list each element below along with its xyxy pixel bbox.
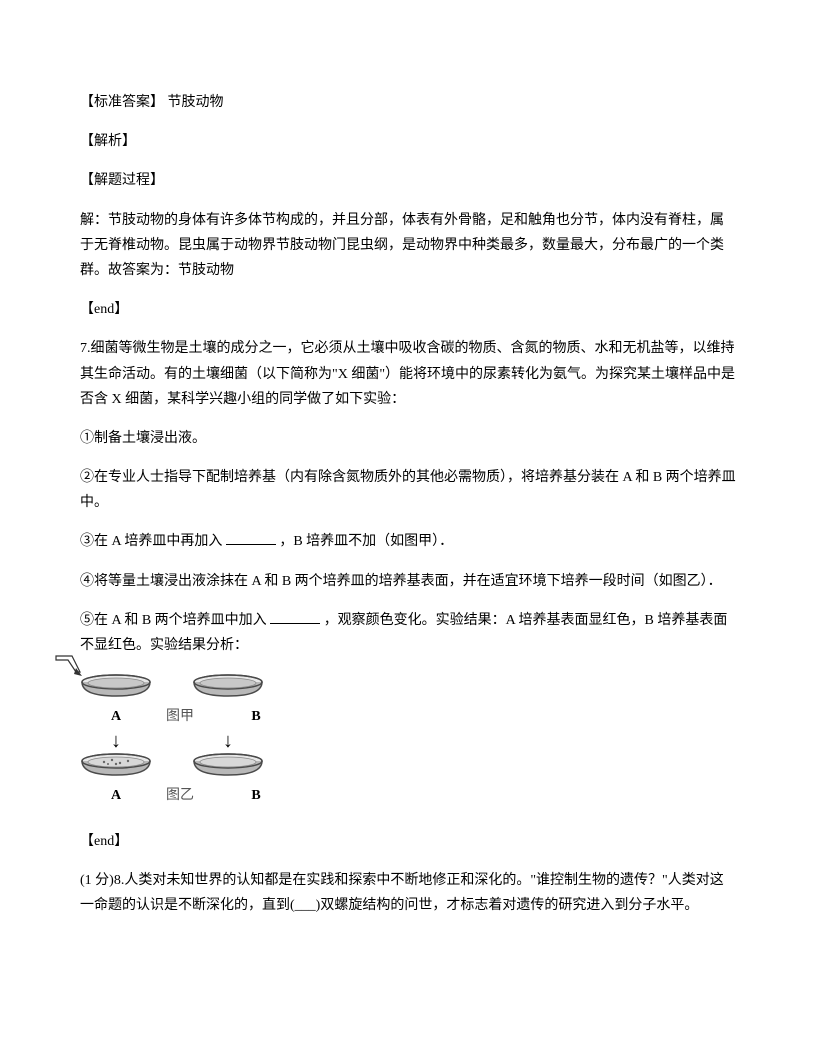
dish-a-top: [80, 674, 152, 698]
dish-a-label2: A: [80, 783, 152, 808]
q7-step2: ②在专业人士指导下配制培养基（内有除含氮物质外的其他必需物质），将培养基分装在 …: [80, 465, 736, 515]
answer-label: 【标准答案】: [80, 95, 164, 110]
q8-text: (1 分)8.人类对未知世界的认知都是在实践和探索中不断地修正和深化的。"谁控制…: [80, 868, 736, 918]
q7-intro: 7.细菌等微生物是土壤的成分之一，它必须从土壤中吸收含碳的物质、含氮的物质、水和…: [80, 336, 736, 412]
q8-text-b: )双螺旋结构的问世，才标志着对遗传的研究进入到分子水平。: [316, 898, 699, 913]
dish-b-top: [192, 674, 264, 698]
q7-step5-a: ⑤在 A 和 B 两个培养皿中加入: [80, 613, 270, 628]
figure-label-row2: A 图乙 B: [80, 783, 320, 808]
figure-row-bottom: [80, 753, 320, 777]
q7-step3-a: ③在 A 培养皿中再加入: [80, 534, 226, 549]
blank-input: [226, 531, 276, 545]
dish-a-bottom: [80, 753, 152, 777]
process-text: 解：节肢动物的身体有许多体节构成的，并且分部，体表有外骨骼，足和触角也分节，体内…: [80, 208, 736, 284]
dish-a-label: A: [80, 704, 152, 729]
process-heading: 【解题过程】: [80, 168, 736, 193]
q7-step5: ⑤在 A 和 B 两个培养皿中加入 ，观察颜色变化。实验结果：A 培养基表面显红…: [80, 608, 736, 658]
figure-caption-2: 图乙: [166, 783, 194, 808]
q7-step4: ④将等量土壤浸出液涂抹在 A 和 B 两个培养皿的培养基表面，并在适宜环境下培养…: [80, 569, 736, 594]
figure-arrow-row: ↓ ↓: [80, 731, 320, 751]
q7-step3-b: ，B 培养皿不加（如图甲）．: [276, 534, 453, 549]
arrow-down-icon: ↓: [80, 731, 152, 751]
analysis-heading: 【解析】: [80, 129, 736, 154]
end-marker: 【end】: [80, 297, 736, 322]
q7-step3: ③在 A 培养皿中再加入 ，B 培养皿不加（如图甲）．: [80, 529, 736, 554]
blank-input: [270, 610, 320, 624]
dish-b-bottom: [192, 753, 264, 777]
dish-b-label: B: [220, 704, 292, 729]
standard-answer: 【标准答案】 节肢动物: [80, 90, 736, 115]
q7-step1: ①制备土壤浸出液。: [80, 426, 736, 451]
pour-arrow-icon: [54, 654, 84, 682]
experiment-figure: A 图甲 B ↓ ↓ A: [80, 674, 320, 808]
q8-blank: ___: [295, 898, 316, 913]
arrow-down-icon: ↓: [192, 731, 264, 751]
figure-caption-1: 图甲: [166, 704, 194, 729]
figure-label-row1: A 图甲 B: [80, 704, 320, 729]
end-marker-2: 【end】: [80, 829, 736, 854]
figure-row-top: [80, 674, 320, 698]
answer-value: 节肢动物: [168, 95, 224, 110]
dish-b-label2: B: [220, 783, 292, 808]
